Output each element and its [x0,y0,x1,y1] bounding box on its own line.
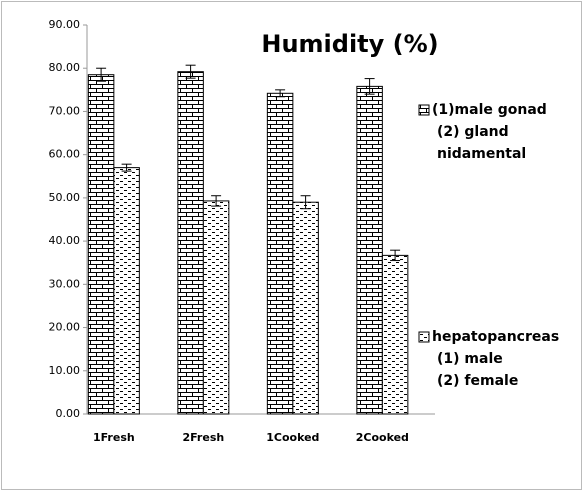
y-tick-label: 80.00 [49,61,81,74]
bar [266,92,294,415]
y-tick-label: 90.00 [49,18,81,31]
y-tick-label: 20.00 [49,321,81,334]
error-bar [96,67,107,82]
error-bar [185,64,196,79]
legend-label: (1)male gonad (2) gland nidamental [432,102,547,162]
error-bar [275,89,286,98]
y-tick-label: 60.00 [49,148,81,161]
chart-title: Humidity (%) [261,30,438,58]
x-tick-label: 2Fresh [182,431,224,444]
legend-swatch [418,104,430,116]
y-tick-label: 50.00 [49,191,81,204]
bar [381,254,409,415]
y-tick-label: 70.00 [49,104,81,117]
y-tick-label: 10.00 [49,364,81,377]
bar [356,85,383,415]
y-tick-label: 30.00 [49,277,81,290]
y-tick-label: 40.00 [49,234,81,247]
legend-label: hepatopancreas (1) male (2) female [432,329,559,389]
bar [113,167,140,415]
error-bar [211,195,222,207]
y-tick-label: 0.00 [56,407,81,420]
x-tick-label: 1Cooked [266,431,319,444]
x-tick-label: 1Fresh [93,431,135,444]
bar [87,74,115,415]
error-bar [390,249,401,262]
bar [202,200,230,415]
bar [177,71,204,415]
error-bar [300,195,311,210]
legend-swatch [418,331,430,343]
error-bar [364,78,375,95]
x-tick-label: 2Cooked [356,431,409,444]
error-bar [121,163,132,172]
bar [292,201,319,415]
